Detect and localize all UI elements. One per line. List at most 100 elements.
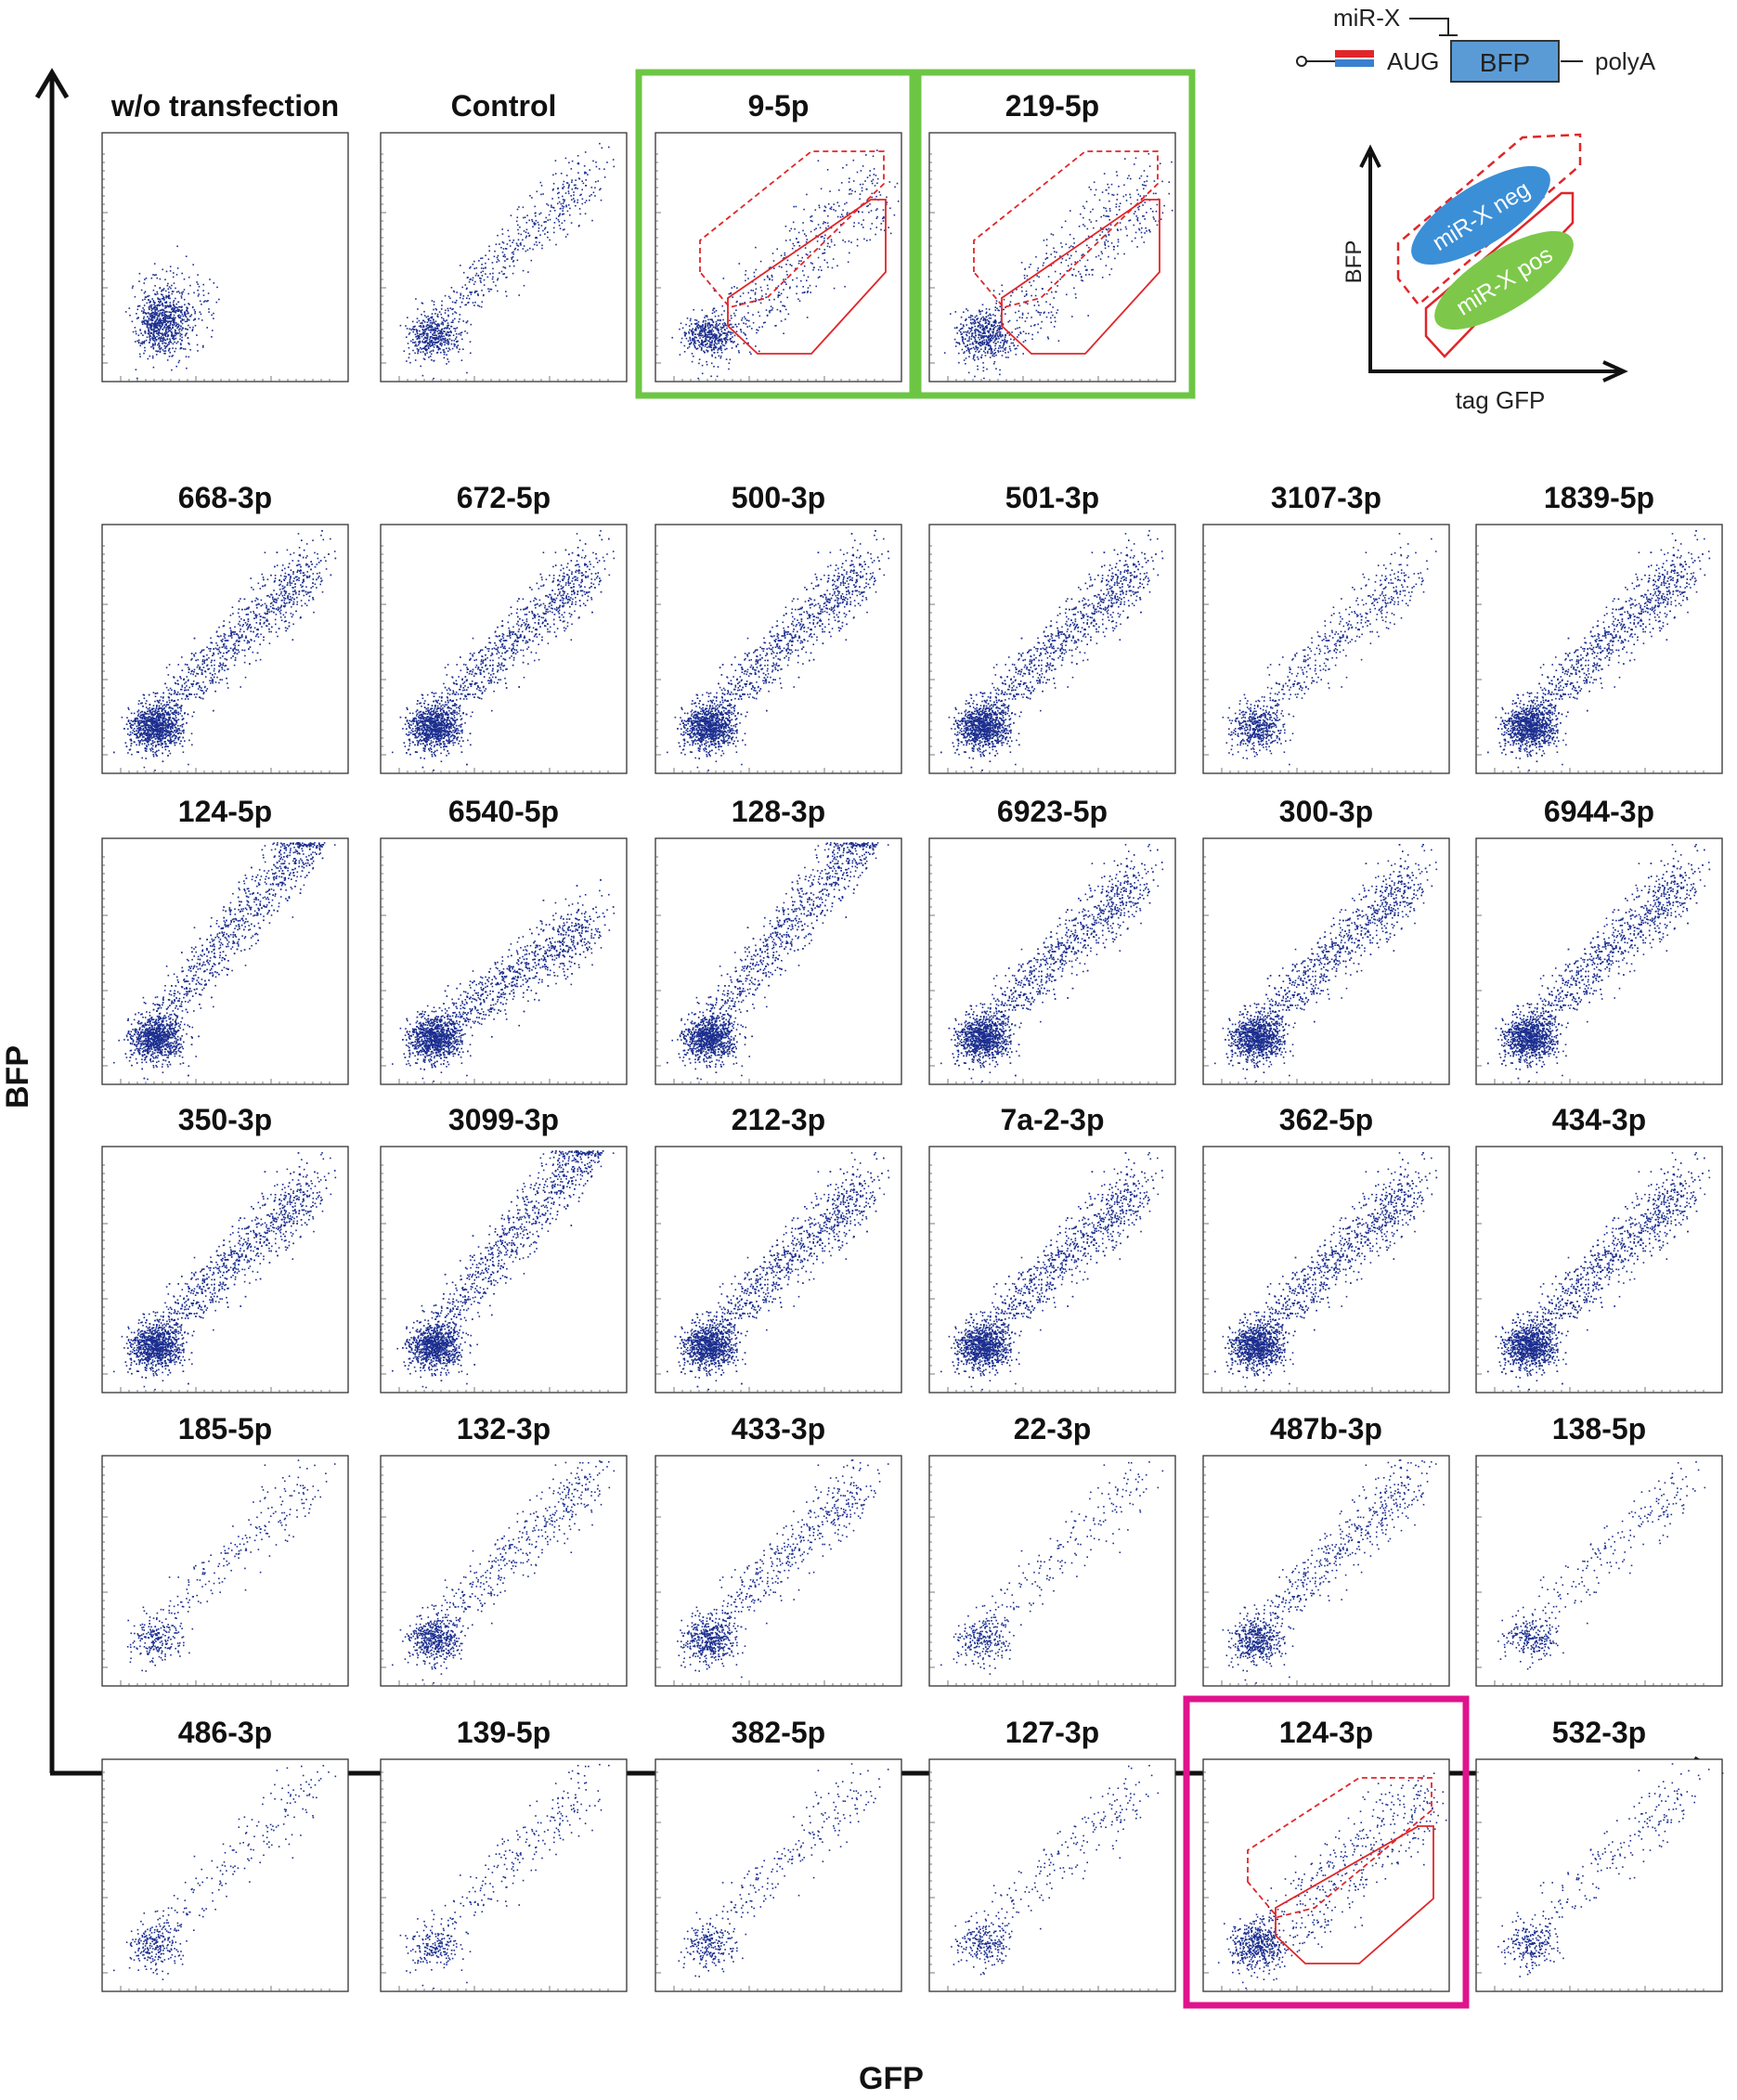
scatter-point [1146,212,1147,214]
scatter-point [973,355,975,356]
scatter-point [427,335,429,337]
scatter-point [893,214,896,216]
scatter-point [477,275,480,277]
scatter-point [565,205,567,208]
scatter-point [961,348,964,351]
scatter-point [585,179,587,181]
scatter-point [166,284,169,287]
scatter-point [979,342,980,344]
scatter-point [485,273,486,275]
scatter-point [681,337,683,340]
scatter-point [220,635,222,637]
scatter-point [1054,256,1056,258]
scatter-point [179,305,181,308]
scatter-point [562,183,564,186]
scatter-point [537,221,539,224]
scatter-point [252,651,254,654]
scatter-point [159,338,162,340]
scatter-point [440,313,442,316]
scatter-point [706,322,709,324]
scatter-point [1112,194,1115,196]
scatter-point [452,307,454,310]
scatter-point [160,348,162,350]
scatter-point [423,342,425,344]
scatter-point [419,330,421,332]
scatter-point [984,326,987,328]
scatter-point [196,334,198,336]
scatter-point [470,352,472,355]
scatter-point [538,241,540,244]
scatter-point [145,313,148,315]
scatter-point [283,594,286,596]
scatter-point [488,250,490,252]
scatter-point [407,343,409,344]
scatter-point [154,310,156,313]
scatter-point [183,318,185,321]
scatter-point [164,333,167,335]
scatter-point [151,356,154,359]
scatter-point [862,227,864,228]
scatter-point [731,326,733,329]
scatter-point [977,356,979,358]
scatter-point [460,331,463,333]
scatter-point [818,248,821,251]
scatter-point [577,177,580,179]
scatter-point [859,193,862,195]
scatter-point [179,347,182,350]
scatter-point [433,321,434,323]
scatter-point [714,315,717,318]
scatter-point [535,241,538,243]
scatter-point [166,344,168,347]
scatter-point [1053,326,1056,328]
scatter-point [1035,255,1037,258]
scatter-point [216,676,218,679]
scatter-point [312,586,314,588]
scatter-point [453,328,455,330]
scatter-point [430,331,432,333]
scatter-point [174,305,175,307]
scatter-point [430,342,433,344]
scatter-point [436,344,439,347]
scatter-point [143,352,145,355]
scatter-point [173,739,175,742]
scatter-point [422,326,425,328]
scatter-point [163,714,165,716]
scatter-point [965,345,967,348]
scatter-point [160,337,162,339]
scatter-point [1104,241,1106,243]
scatter-point [548,214,551,216]
scatter-point [972,343,975,345]
scatter-point [738,351,740,354]
scatter-point [218,681,220,684]
scatter-point [996,335,999,337]
scatter-point [141,299,144,301]
scatter-point [1124,158,1126,160]
scatter-point [159,740,162,743]
scatter-point [732,342,734,344]
scatter-point [690,343,692,344]
scatter-point [173,317,175,318]
scatter-point [181,339,183,342]
scatter-point [716,375,719,378]
scatter-point [1137,206,1139,209]
scatter-point [564,192,567,194]
scatter-point [720,338,723,341]
scatter-point [1098,199,1101,201]
scatter-point [193,292,195,294]
scatter-point [188,304,190,305]
scatter-point [143,282,146,284]
scatter-point [717,340,719,343]
scatter-point [1084,269,1087,271]
scatter-point [150,316,152,318]
scatter-point [1029,281,1031,283]
scatter-point [1141,236,1143,239]
scatter-point [1054,270,1056,273]
scatter-point [440,342,442,344]
scatter-point [167,329,170,331]
scatter-point [172,324,175,327]
scatter-point [1106,228,1108,231]
scatter-point [989,341,991,343]
scatter-point [179,317,182,319]
scatter-point [995,332,997,334]
scatter-point [564,219,565,222]
